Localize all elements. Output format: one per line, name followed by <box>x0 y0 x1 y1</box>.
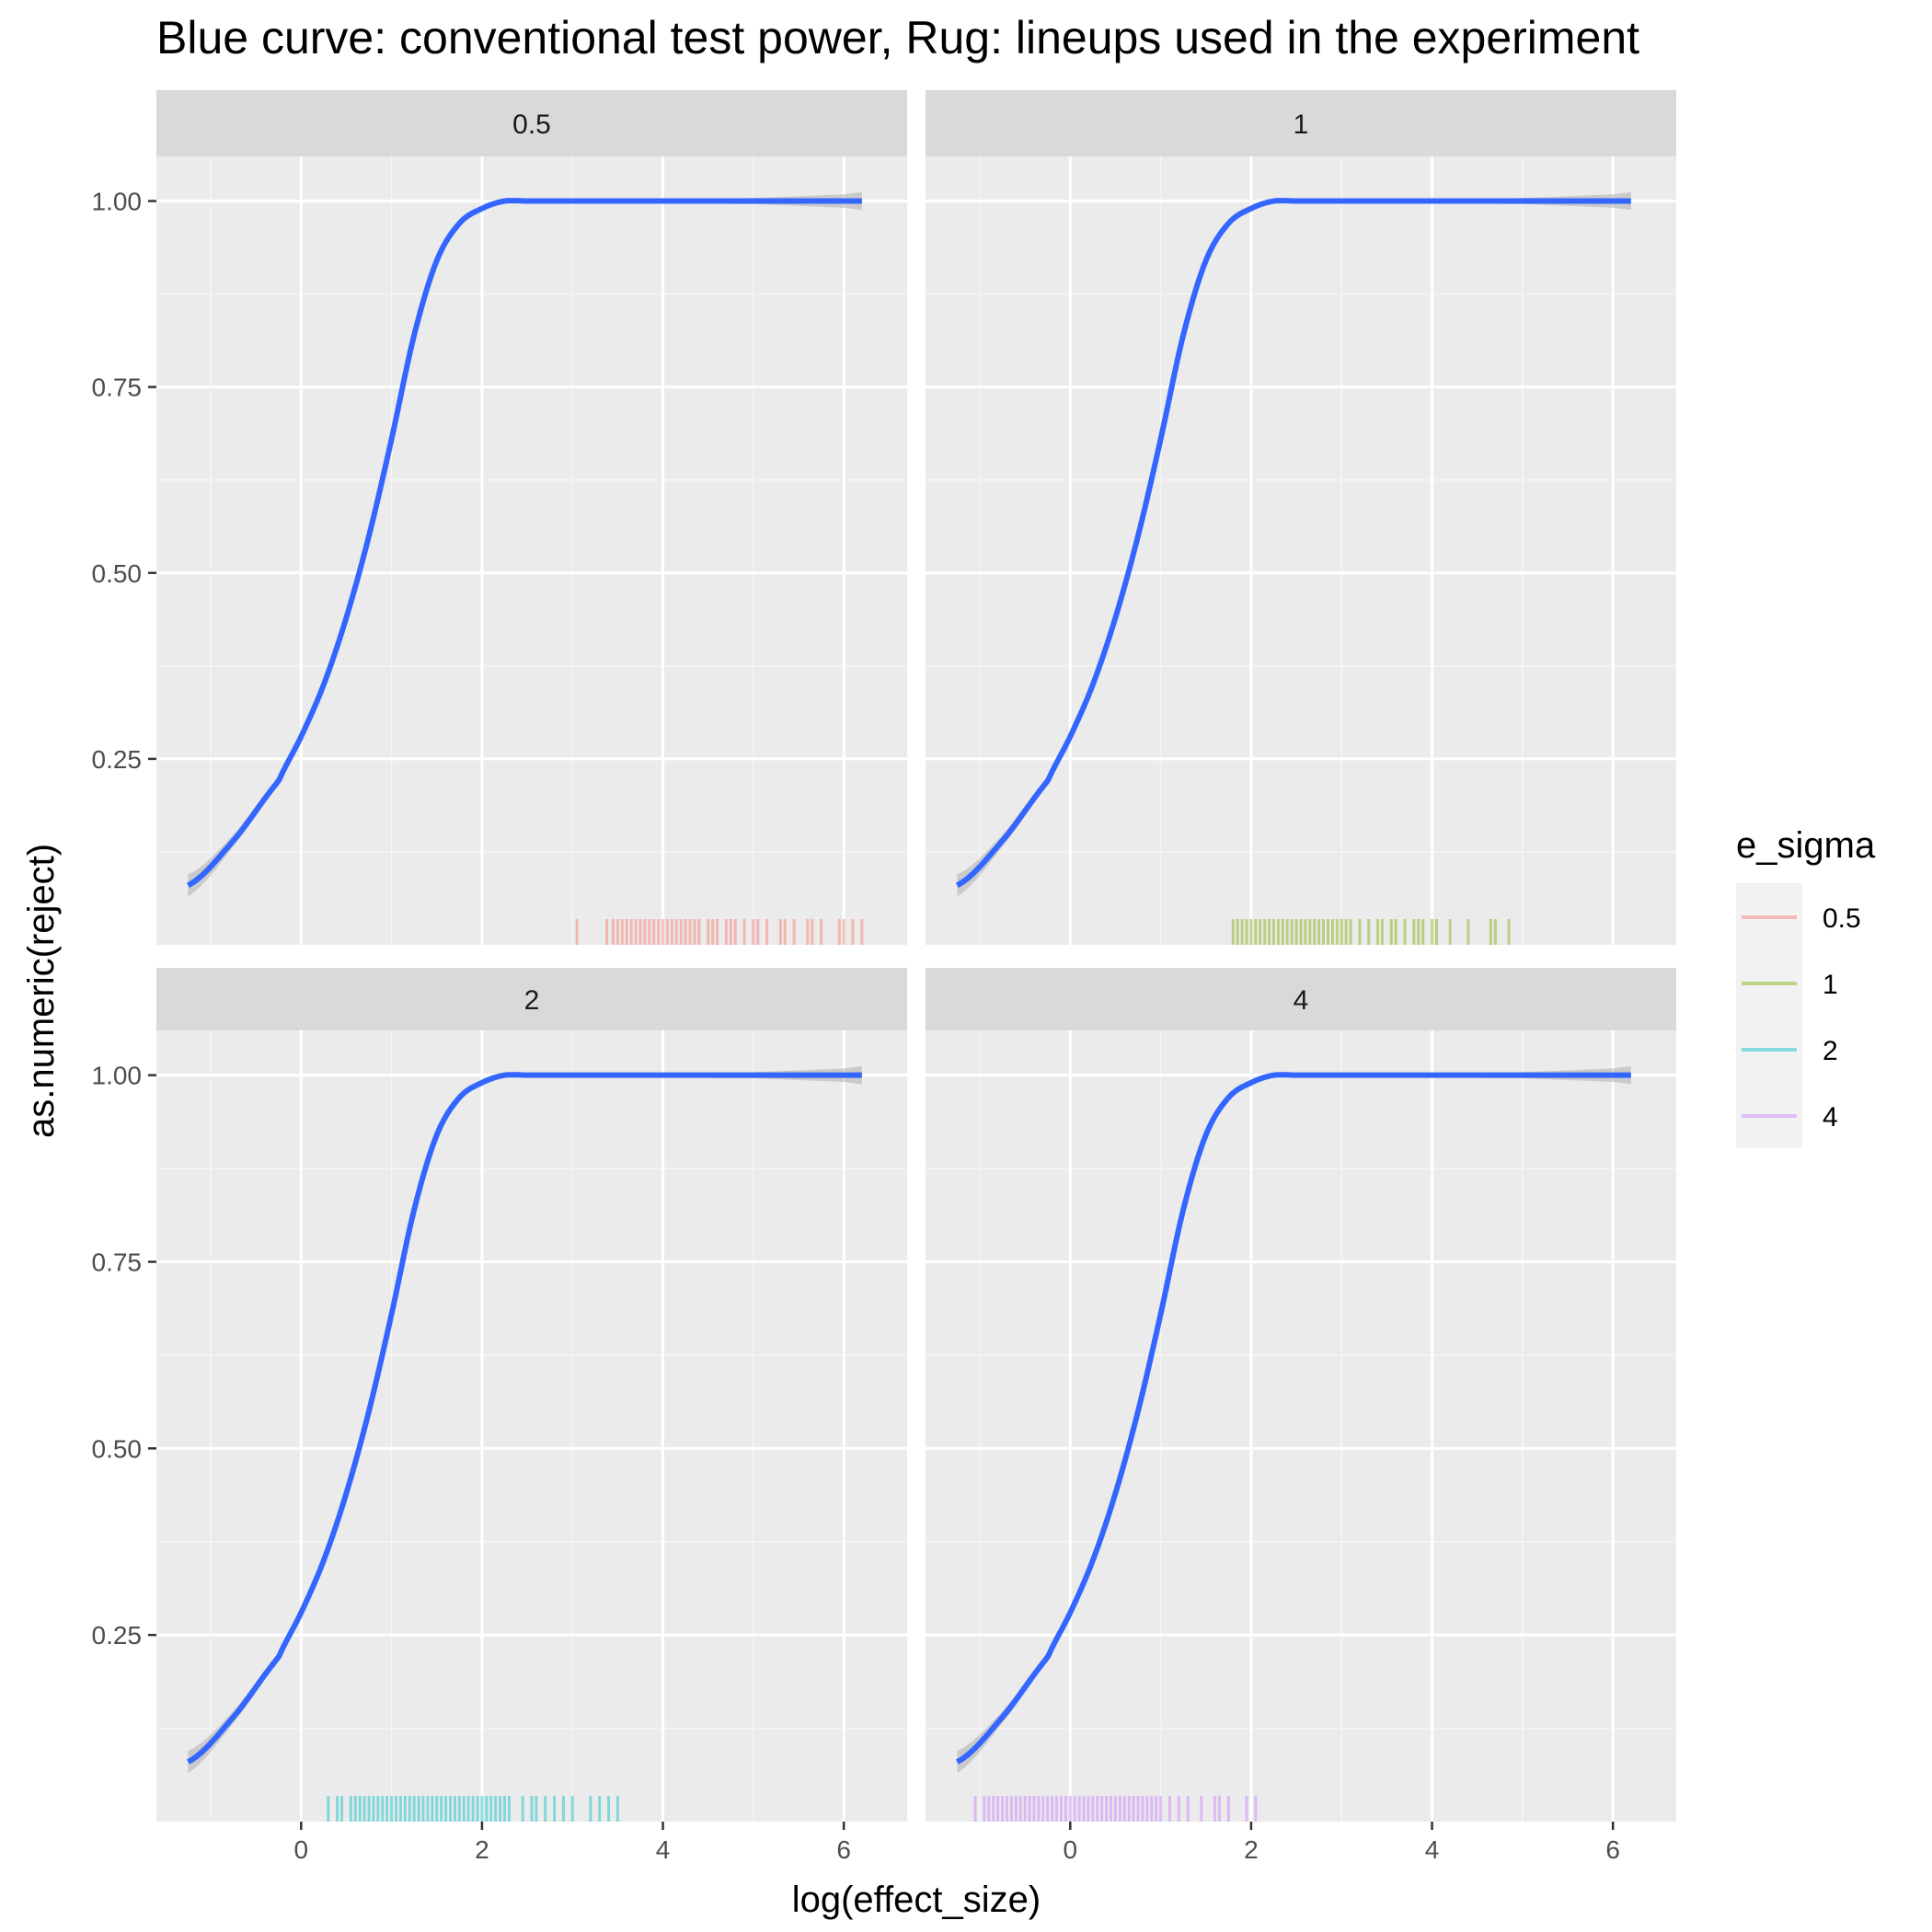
facet-strip-label: 4 <box>1294 985 1309 1016</box>
x-tick-label: 4 <box>1425 1835 1440 1864</box>
panel-background <box>926 156 1676 945</box>
panel-background <box>156 156 907 945</box>
facet-strip-label: 1 <box>1294 109 1309 140</box>
y-tick-label: 0.50 <box>92 1434 143 1463</box>
facet-strip-label: 2 <box>524 985 540 1016</box>
x-tick-label: 6 <box>836 1835 851 1864</box>
power-curve-line <box>955 1072 1631 1765</box>
y-tick-label: 0.75 <box>92 374 143 402</box>
facet-strip <box>156 968 907 1030</box>
rug-marks <box>327 1796 619 1822</box>
panel-background <box>926 1030 1676 1822</box>
facet-panel-1: 1 <box>926 90 1676 945</box>
legend-label: 2 <box>1823 1036 1838 1066</box>
facet-panel-2: 2 0.25 0.50 0.75 1.00 0 2 4 6 <box>92 968 907 1864</box>
facet-strip-label: 0.5 <box>512 109 551 140</box>
x-tick-label: 6 <box>1605 1835 1620 1864</box>
chart-title: Blue curve: conventional test power, Rug… <box>156 12 1639 63</box>
facet-strip <box>926 90 1676 156</box>
legend-label: 4 <box>1823 1102 1838 1133</box>
rug-marks <box>973 1796 1258 1822</box>
y-tick-label: 0.25 <box>92 745 143 774</box>
power-curve-line <box>186 1072 862 1765</box>
legend-label: 1 <box>1823 970 1838 1000</box>
y-axis-label: as.numeric(reject) <box>21 844 62 1138</box>
panel-background <box>156 1030 907 1822</box>
x-tick-label: 2 <box>475 1835 489 1864</box>
x-tick-label: 2 <box>1244 1835 1259 1864</box>
power-curve-line <box>186 198 862 888</box>
legend-title: e_sigma <box>1736 825 1876 866</box>
rug-marks <box>575 919 864 945</box>
facet-panel-4: 4 0 2 4 6 <box>926 968 1676 1864</box>
x-tick-label: 4 <box>656 1835 671 1864</box>
facet-strip <box>926 968 1676 1030</box>
facet-panel-0.5: 0.5 0.25 0.50 0.75 1.00 <box>92 90 907 945</box>
legend-label: 0.5 <box>1823 903 1861 934</box>
power-curve-line <box>955 198 1631 888</box>
x-tick-label: 0 <box>1064 1835 1078 1864</box>
y-tick-label: 0.25 <box>92 1621 143 1650</box>
x-axis-label: log(effect_size) <box>792 1880 1041 1920</box>
y-tick-label: 0.50 <box>92 559 143 588</box>
x-tick-label: 0 <box>294 1835 309 1864</box>
facet-strip <box>156 90 907 156</box>
legend-key-background <box>1736 883 1802 1148</box>
legend: e_sigma 0.5 1 2 4 <box>1736 825 1876 1148</box>
y-tick-label: 1.00 <box>92 1062 143 1090</box>
y-tick-label: 0.75 <box>92 1248 143 1277</box>
y-tick-label: 1.00 <box>92 188 143 216</box>
rug-marks <box>1231 919 1511 945</box>
